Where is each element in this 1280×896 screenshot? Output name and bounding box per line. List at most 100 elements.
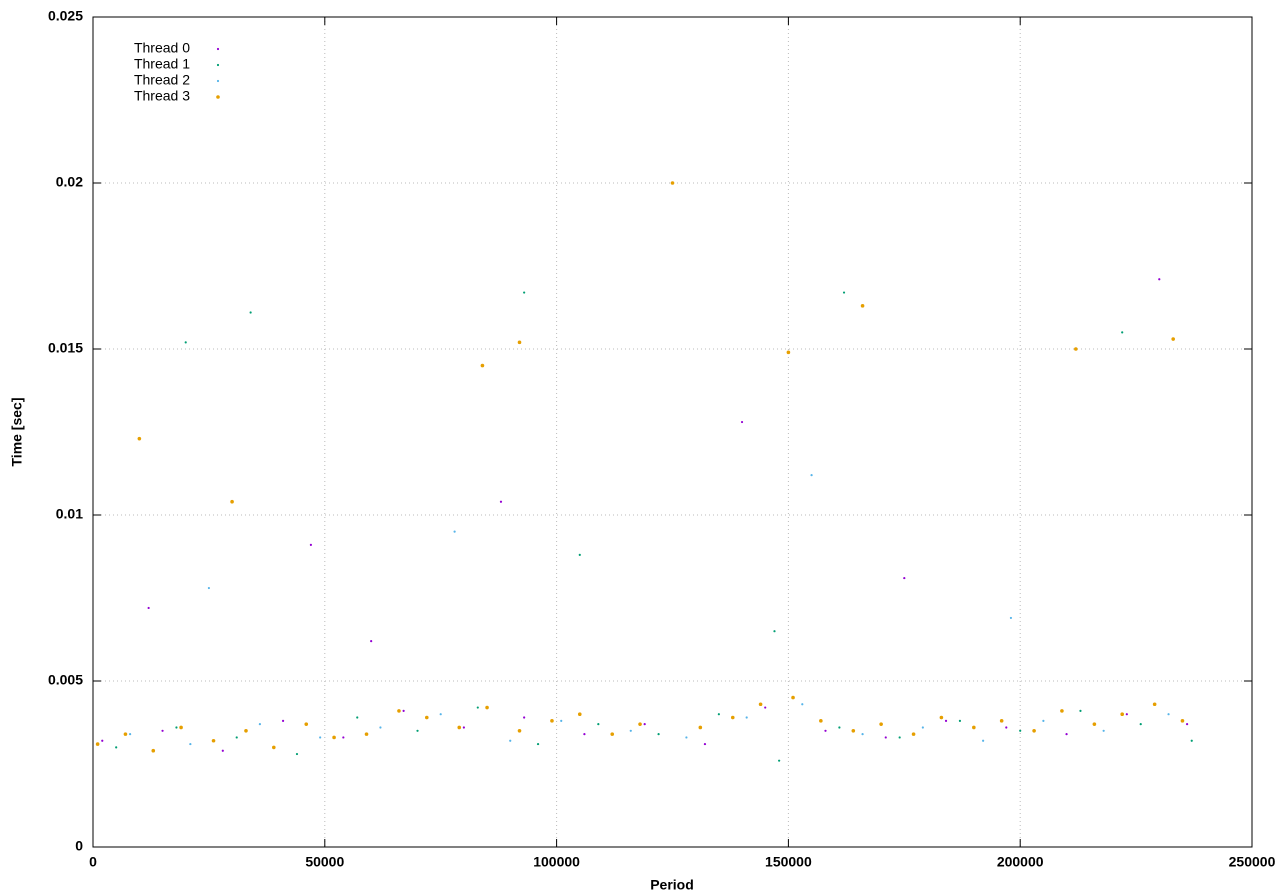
legend-label: Thread 0 — [134, 40, 190, 56]
point — [523, 291, 526, 294]
point — [476, 706, 479, 709]
point — [685, 736, 688, 739]
point — [221, 749, 224, 752]
point — [730, 715, 735, 720]
point — [379, 726, 382, 729]
y-tick-label: 0 — [75, 838, 83, 854]
legend-marker — [216, 79, 220, 83]
point — [577, 712, 582, 716]
point — [879, 722, 883, 726]
legend-label: Thread 1 — [134, 56, 190, 72]
x-tick-label: 0 — [89, 854, 97, 870]
point — [147, 606, 150, 610]
point — [903, 576, 906, 580]
point — [1102, 729, 1105, 732]
point — [801, 703, 804, 706]
point — [1180, 719, 1185, 723]
point — [583, 733, 586, 736]
point — [939, 715, 944, 720]
point — [786, 350, 791, 355]
point — [842, 291, 846, 294]
point — [860, 304, 865, 308]
y-tick-label: 0.02 — [56, 174, 83, 190]
point — [424, 715, 429, 720]
legend-marker — [216, 47, 220, 51]
point — [1152, 702, 1157, 707]
point — [304, 722, 309, 726]
point — [1139, 723, 1142, 726]
point — [249, 311, 252, 314]
y-axis-label: Time [sec] — [9, 398, 25, 467]
point — [332, 735, 336, 740]
point — [230, 499, 234, 504]
point — [272, 745, 276, 750]
point — [295, 752, 299, 756]
point — [151, 748, 156, 753]
point — [462, 726, 465, 729]
x-tick-label: 150000 — [765, 854, 812, 870]
point — [319, 736, 322, 739]
point — [740, 420, 744, 424]
point — [638, 722, 642, 726]
point — [824, 729, 827, 732]
point — [453, 530, 456, 533]
point — [517, 340, 522, 345]
plot-frame — [92, 16, 1253, 848]
point — [1065, 733, 1068, 736]
point — [861, 733, 864, 736]
y-tick-label: 0.025 — [48, 8, 83, 24]
point — [610, 732, 615, 736]
point — [1158, 278, 1161, 281]
point — [791, 695, 795, 700]
point — [944, 719, 948, 722]
point — [370, 640, 373, 643]
point — [958, 719, 962, 722]
point — [128, 733, 132, 736]
legend-label: Thread 3 — [134, 88, 190, 104]
point — [764, 706, 767, 709]
point — [517, 729, 522, 733]
point — [397, 709, 401, 713]
point — [184, 341, 187, 344]
y-tick-label: 0.015 — [48, 340, 83, 356]
point — [758, 702, 763, 707]
point — [838, 726, 841, 729]
x-tick-label: 50000 — [305, 854, 344, 870]
point — [115, 746, 118, 749]
point — [342, 736, 345, 739]
x-tick-label: 100000 — [533, 854, 580, 870]
point — [1079, 709, 1082, 712]
point — [972, 725, 976, 730]
point — [773, 630, 776, 633]
point — [550, 719, 554, 723]
x-tick-label: 200000 — [997, 854, 1044, 870]
point — [698, 725, 703, 730]
point — [123, 732, 128, 736]
point — [560, 719, 563, 722]
point — [457, 725, 462, 730]
point — [1125, 713, 1128, 716]
point — [485, 705, 489, 710]
point — [1167, 713, 1170, 716]
point — [597, 723, 600, 726]
point — [189, 742, 192, 746]
point — [480, 363, 485, 368]
point — [643, 723, 646, 726]
point — [1042, 719, 1045, 722]
point — [982, 739, 985, 742]
point — [309, 543, 312, 546]
x-tick-label: 250000 — [1229, 854, 1276, 870]
point — [911, 732, 916, 736]
point — [1092, 722, 1097, 726]
point — [211, 738, 216, 743]
point — [509, 739, 512, 742]
point — [402, 709, 405, 712]
point — [161, 729, 164, 732]
point — [258, 723, 261, 726]
point — [670, 181, 675, 185]
point — [356, 716, 359, 719]
point — [1009, 616, 1013, 620]
point — [416, 729, 419, 732]
point — [999, 719, 1004, 723]
legend-marker — [216, 63, 220, 67]
